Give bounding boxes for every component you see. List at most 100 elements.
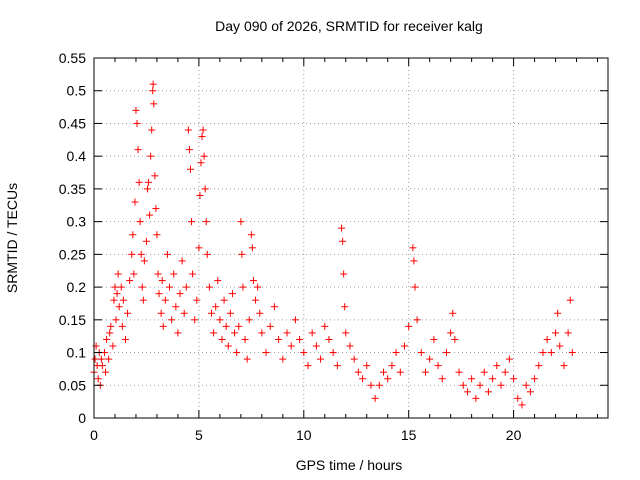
data-point xyxy=(166,283,174,291)
data-point xyxy=(172,303,180,311)
data-point xyxy=(131,198,139,206)
data-point xyxy=(350,355,358,363)
data-point xyxy=(158,277,166,285)
data-point xyxy=(346,342,354,350)
data-point xyxy=(359,375,367,383)
data-point xyxy=(510,375,518,383)
data-point xyxy=(182,283,190,291)
data-point xyxy=(220,296,228,304)
y-tick-label: 0.35 xyxy=(59,181,86,197)
data-point xyxy=(476,381,484,389)
data-point xyxy=(140,257,148,265)
data-point xyxy=(256,309,264,317)
data-point xyxy=(449,309,457,317)
data-point xyxy=(405,322,413,330)
data-point xyxy=(110,296,118,304)
data-point xyxy=(514,394,522,402)
data-point xyxy=(145,178,153,186)
data-point xyxy=(480,368,488,376)
data-point xyxy=(258,329,266,337)
data-point xyxy=(117,283,125,291)
data-point xyxy=(321,322,329,330)
data-point xyxy=(279,355,287,363)
y-tick-label: 0.25 xyxy=(59,246,86,262)
data-point xyxy=(243,355,251,363)
data-point xyxy=(155,290,163,298)
data-point xyxy=(539,349,547,357)
data-point xyxy=(138,283,146,291)
data-point xyxy=(375,381,383,389)
data-point xyxy=(130,270,138,278)
data-point xyxy=(543,335,551,343)
x-tick-label: 10 xyxy=(296,427,312,443)
data-point xyxy=(396,368,404,376)
data-point xyxy=(152,205,160,213)
data-point xyxy=(547,349,555,357)
data-point xyxy=(501,368,509,376)
plot-frame xyxy=(93,57,609,419)
y-tick-label: 0.4 xyxy=(67,148,87,164)
data-point xyxy=(300,349,308,357)
data-point xyxy=(207,309,215,317)
data-point xyxy=(409,244,417,252)
data-point xyxy=(442,349,450,357)
data-point xyxy=(196,191,204,199)
data-point xyxy=(463,388,471,396)
data-point xyxy=(430,335,438,343)
data-point xyxy=(114,270,122,278)
data-point xyxy=(235,322,243,330)
data-point xyxy=(107,322,115,330)
data-point xyxy=(115,303,123,311)
data-point xyxy=(128,250,136,258)
data-point xyxy=(157,309,165,317)
data-point xyxy=(522,381,530,389)
y-tick-label: 0.3 xyxy=(67,214,87,230)
data-point xyxy=(341,303,349,311)
data-point xyxy=(200,152,208,160)
data-point xyxy=(248,244,256,252)
data-point xyxy=(129,231,137,239)
data-point xyxy=(484,388,492,396)
data-point xyxy=(105,355,113,363)
data-point xyxy=(139,296,147,304)
data-point xyxy=(199,126,207,134)
data-point xyxy=(136,218,144,226)
data-point xyxy=(325,335,333,343)
data-point xyxy=(342,329,350,337)
data-point xyxy=(201,185,209,193)
data-point xyxy=(149,80,157,88)
data-point xyxy=(231,329,239,337)
data-point xyxy=(113,290,121,298)
data-point xyxy=(109,342,117,350)
data-point xyxy=(493,362,501,370)
data-point xyxy=(137,250,145,258)
data-point xyxy=(249,277,257,285)
data-point xyxy=(434,362,442,370)
data-point xyxy=(239,283,247,291)
data-point xyxy=(119,296,127,304)
data-point xyxy=(308,329,316,337)
data-point xyxy=(214,277,222,285)
data-point xyxy=(400,342,408,350)
data-point xyxy=(121,335,129,343)
data-point xyxy=(296,335,304,343)
data-point xyxy=(233,349,241,357)
data-point xyxy=(134,146,142,154)
data-points xyxy=(90,80,576,409)
data-point xyxy=(218,335,226,343)
y-tick-label: 0.15 xyxy=(59,312,86,328)
data-point xyxy=(426,355,434,363)
data-point xyxy=(133,119,141,127)
data-point xyxy=(275,335,283,343)
x-tick-label: 5 xyxy=(195,427,203,443)
data-point xyxy=(170,270,178,278)
data-point xyxy=(180,309,188,317)
data-point xyxy=(163,250,171,258)
data-point xyxy=(531,375,539,383)
data-point xyxy=(556,342,564,350)
data-point xyxy=(159,322,167,330)
data-point xyxy=(518,401,526,409)
data-point xyxy=(237,218,245,226)
data-point xyxy=(143,185,151,193)
x-tick-label: 15 xyxy=(401,427,417,443)
